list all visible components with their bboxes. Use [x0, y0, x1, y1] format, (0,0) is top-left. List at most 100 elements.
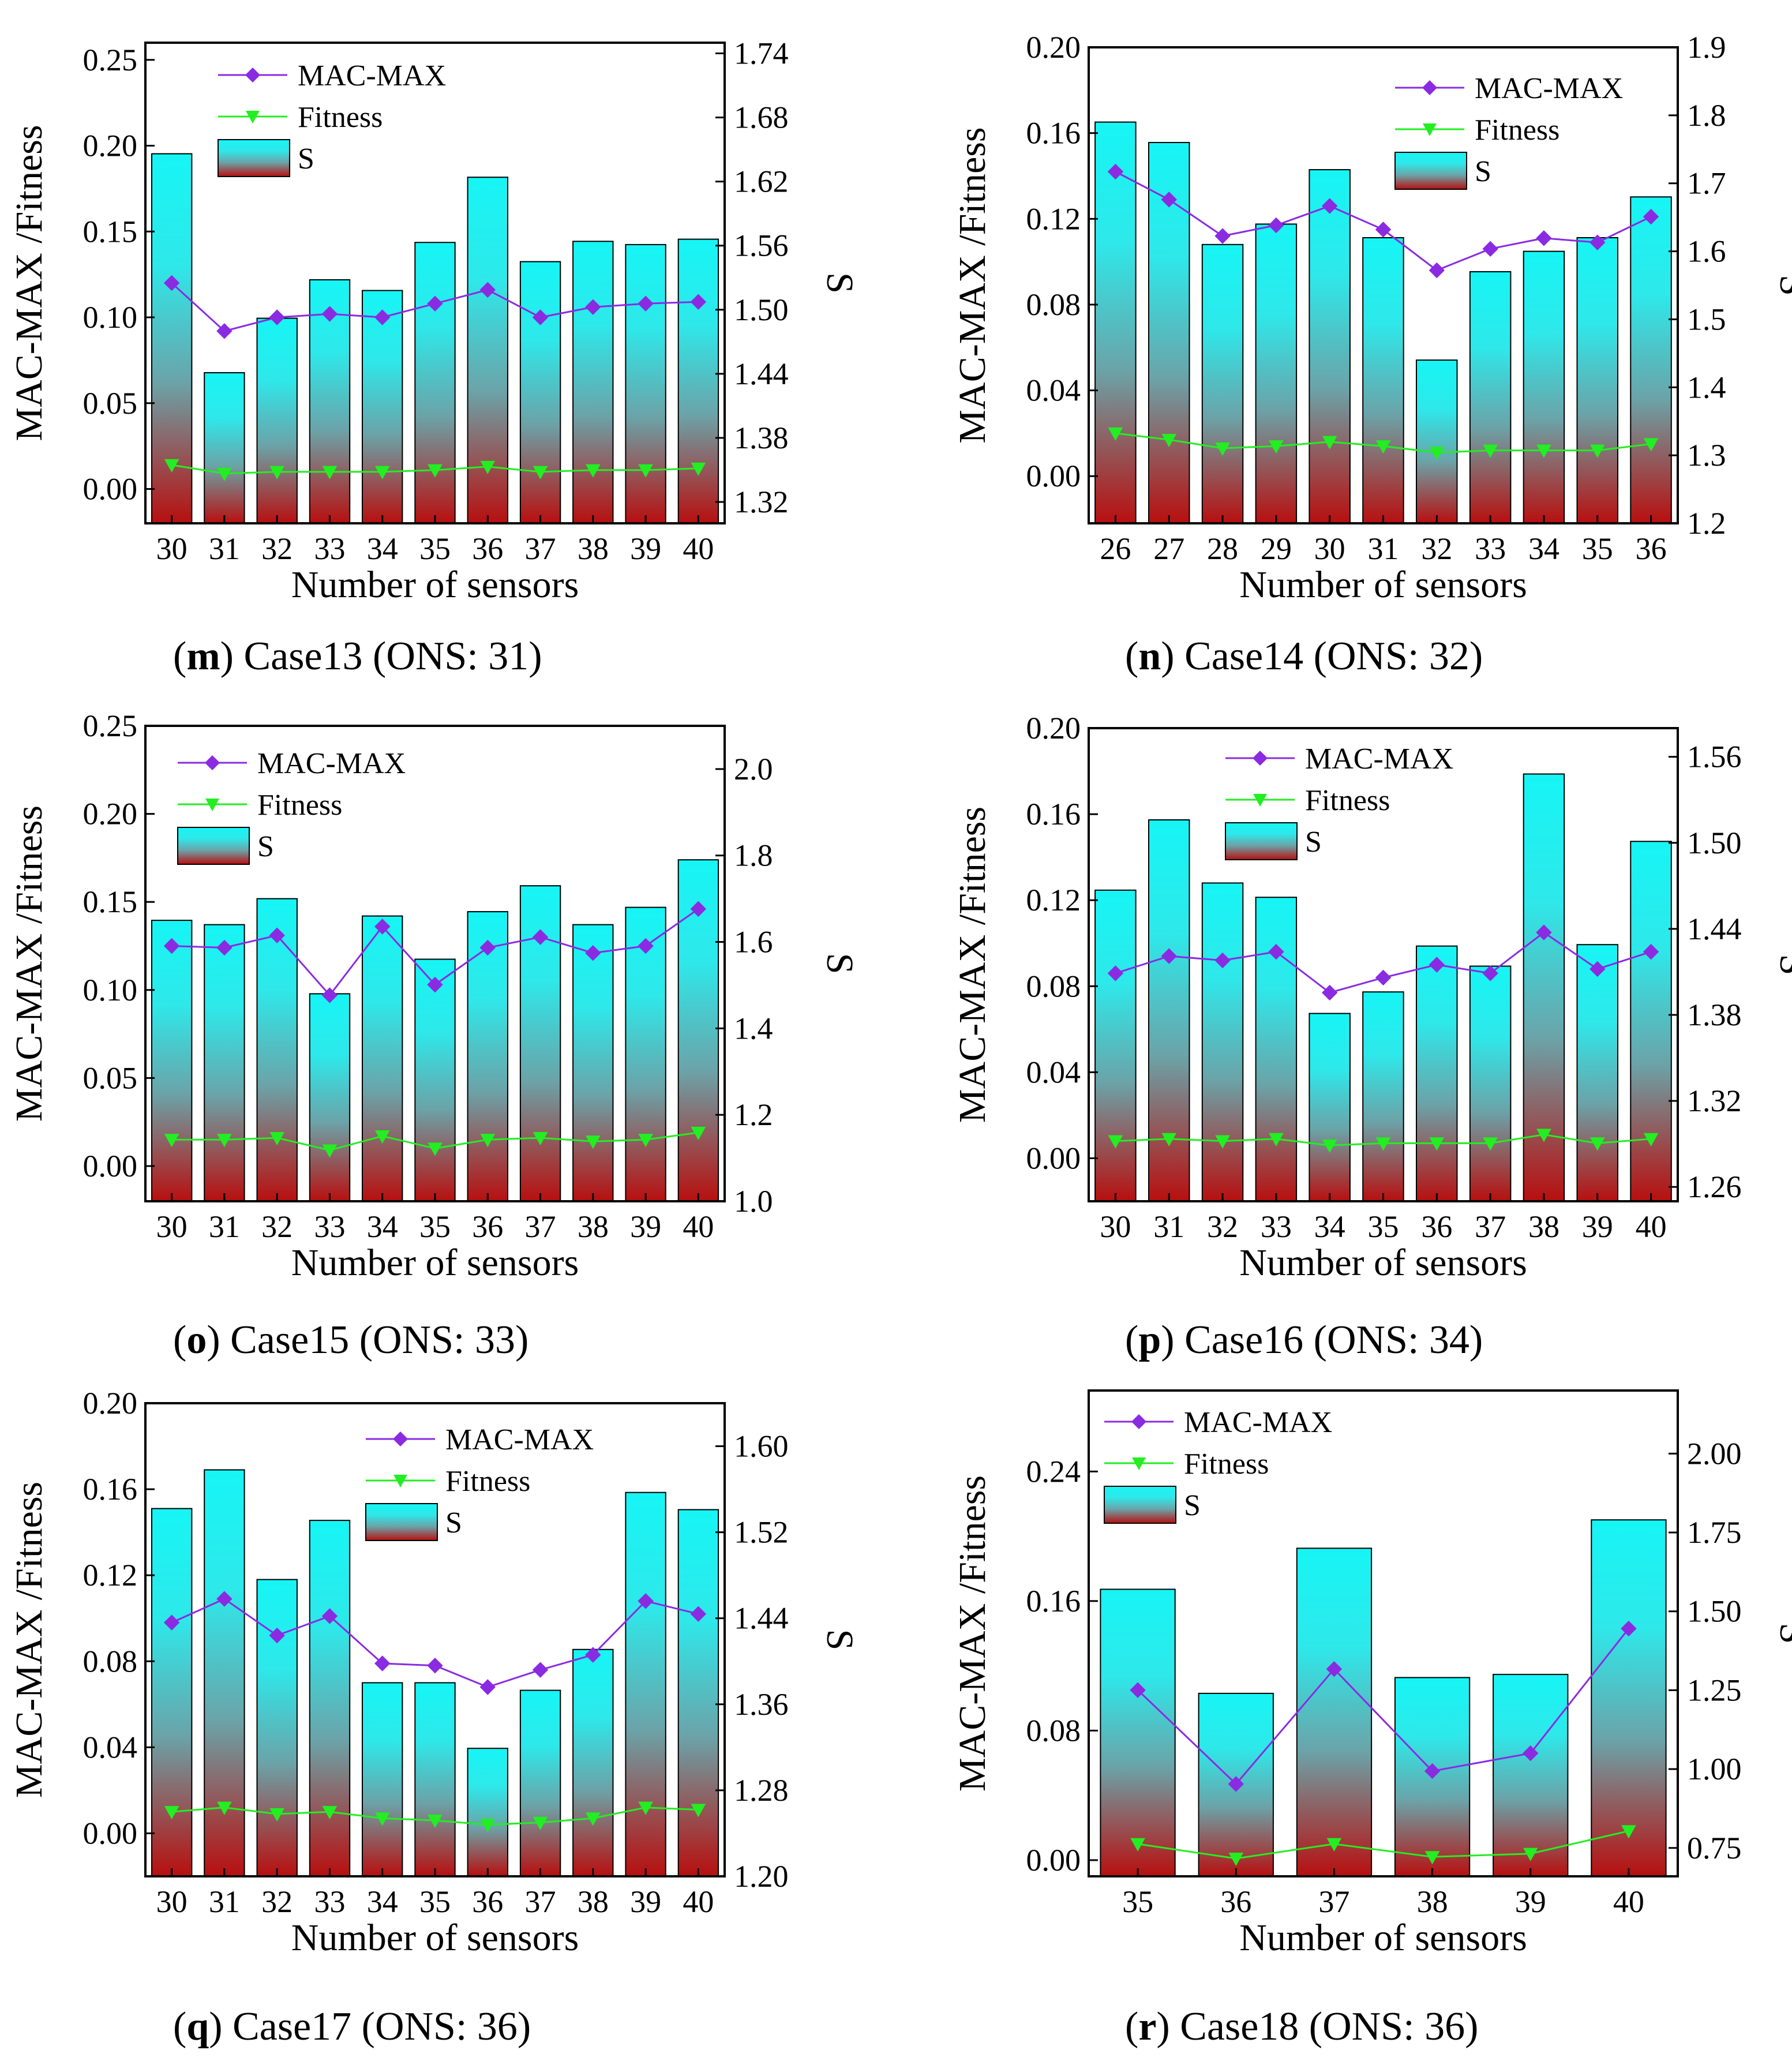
left-tick-label: 0.00 — [83, 472, 138, 507]
point-mac-max — [1268, 217, 1284, 234]
point-fitness — [1269, 440, 1284, 454]
legend-label-s: S — [445, 1506, 462, 1539]
y-axis-title-right: S — [1772, 1623, 1792, 1644]
point-mac-max — [374, 309, 391, 325]
point-fitness — [1536, 1129, 1551, 1142]
bar-s — [309, 993, 351, 1202]
bar-s — [1309, 169, 1351, 524]
point-fitness — [1228, 1853, 1244, 1867]
point-fitness — [1215, 442, 1230, 456]
panel-letter: n — [1138, 634, 1161, 679]
left-tick-label: 0.04 — [83, 1730, 138, 1764]
panel-letter: m — [186, 634, 220, 679]
point-fitness — [269, 466, 285, 479]
x-tick-label: 38 — [578, 1209, 609, 1244]
y-axis-title-right: S — [1772, 954, 1792, 976]
point-mac-max — [427, 976, 443, 993]
point-mac-max — [1643, 208, 1659, 225]
x-tick-label: 36 — [472, 1209, 503, 1244]
x-tick-label: 31 — [209, 1209, 240, 1244]
left-tick-label: 0.20 — [1026, 711, 1081, 745]
legend-label-mac-max: MAC-MAX — [445, 1423, 594, 1456]
x-axis-title: Number of sensors — [1239, 564, 1527, 606]
x-tick-label: 35 — [1122, 1884, 1153, 1919]
right-tick-label: 1.6 — [1687, 234, 1726, 269]
point-mac-max — [1589, 961, 1606, 977]
point-mac-max — [163, 1614, 180, 1631]
left-tick-label: 0.10 — [83, 973, 138, 1007]
left-tick-label: 0.15 — [83, 885, 138, 919]
point-mac-max — [1536, 230, 1552, 246]
right-tick-label: 1.26 — [1687, 1170, 1742, 1204]
x-tick-label: 35 — [419, 531, 451, 566]
left-tick-label: 0.00 — [1026, 459, 1081, 493]
series-line-mac-max — [171, 1598, 699, 1688]
left-tick-label: 0.16 — [83, 1472, 138, 1506]
left-tick-label: 0.12 — [1026, 883, 1081, 917]
legend-marker-mac-max — [1131, 1414, 1146, 1429]
x-tick-label: 32 — [1207, 1209, 1238, 1244]
point-fitness — [638, 1801, 653, 1815]
x-tick-label: 35 — [419, 1884, 451, 1919]
x-tick-label: 36 — [1421, 1209, 1452, 1244]
x-tick-label: 34 — [367, 531, 398, 566]
x-tick-label: 32 — [261, 1209, 293, 1244]
panel-caption-text: Case16 (ONS: 34) — [1175, 1318, 1483, 1362]
point-fitness — [164, 459, 179, 473]
point-fitness — [164, 1134, 179, 1148]
right-tick-label: 1.25 — [1687, 1673, 1742, 1707]
left-tick-label: 0.08 — [1026, 287, 1081, 322]
bar-s — [1094, 121, 1137, 524]
x-tick-label: 29 — [1261, 531, 1292, 566]
right-tick-label: 1.74 — [734, 36, 789, 71]
x-axis-title: Number of sensors — [291, 1242, 579, 1284]
chart-panel: 0.00 0.04 0.08 0.12 0.16 0.20 1.20 1.28 1.36 1.44… — [8, 1386, 861, 2049]
right-tick-label: 1.62 — [734, 164, 789, 199]
x-axis-title: Number of sensors — [1239, 1917, 1527, 1959]
point-fitness — [585, 1135, 601, 1149]
point-mac-max — [690, 1606, 707, 1622]
x-tick-label: 39 — [630, 531, 661, 566]
legend-marker-fitness — [1253, 794, 1267, 807]
legend: MAC-MAX Fitness S — [365, 1423, 594, 1541]
left-tick-label: 0.00 — [1026, 1141, 1081, 1175]
point-fitness — [1589, 444, 1605, 458]
bar-s — [309, 1520, 351, 1877]
x-tick-label: 39 — [1515, 1884, 1546, 1919]
point-fitness — [428, 464, 443, 478]
bar-s — [1416, 359, 1458, 524]
bar-s — [1296, 1547, 1373, 1877]
point-mac-max — [427, 1658, 443, 1674]
bar-s — [1576, 237, 1618, 524]
bar-s — [1630, 196, 1672, 524]
point-mac-max — [638, 295, 654, 312]
bar-s — [414, 242, 456, 524]
panel-caption: (q) Case17 (ONS: 36) — [173, 2004, 531, 2049]
x-tick-label: 32 — [261, 1884, 293, 1919]
right-tick-label: 1.50 — [1687, 1594, 1742, 1629]
left-tick-label: 0.16 — [1026, 1584, 1081, 1618]
panel-caption: (o) Case15 (ONS: 33) — [173, 1318, 528, 1362]
x-tick-label: 31 — [1153, 1209, 1184, 1244]
point-fitness — [691, 462, 706, 476]
point-fitness — [480, 1819, 496, 1832]
y-axis-title-right: S — [819, 953, 861, 975]
point-mac-max — [1429, 262, 1445, 279]
bar-s — [414, 958, 456, 1202]
point-fitness — [1161, 433, 1177, 448]
x-tick-label: 38 — [578, 531, 609, 566]
right-tick-label: 1.00 — [1687, 1752, 1742, 1786]
point-mac-max — [1161, 948, 1177, 964]
point-mac-max — [690, 901, 707, 917]
x-tick-label: 28 — [1207, 531, 1238, 566]
right-tick-label: 1.50 — [734, 293, 789, 327]
point-fitness — [269, 1132, 285, 1146]
legend-marker-mac-max — [245, 68, 260, 83]
x-tick-label: 35 — [1368, 1209, 1399, 1244]
legend-marker-fitness — [393, 1475, 407, 1487]
right-tick-label: 1.2 — [1687, 506, 1726, 541]
chart-panel: 0.00 0.05 0.10 0.15 0.20 0.25 1.32 1.38 1.44 1.50… — [8, 36, 861, 679]
bar-s — [414, 1682, 456, 1877]
legend-label-fitness: Fitness — [1184, 1448, 1269, 1481]
x-tick-label: 39 — [630, 1209, 661, 1244]
